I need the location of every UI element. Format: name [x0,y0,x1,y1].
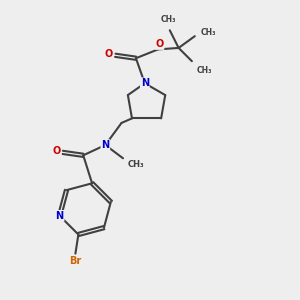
Text: N: N [101,140,110,150]
Text: CH₃: CH₃ [160,15,176,24]
Text: O: O [105,49,113,59]
Text: CH₃: CH₃ [128,160,144,169]
Text: Br: Br [69,256,82,266]
Text: CH₃: CH₃ [201,28,216,37]
Text: O: O [52,146,61,156]
Text: CH₃: CH₃ [197,66,212,75]
Text: N: N [141,78,149,88]
Text: O: O [155,39,164,49]
Text: N: N [56,211,64,221]
